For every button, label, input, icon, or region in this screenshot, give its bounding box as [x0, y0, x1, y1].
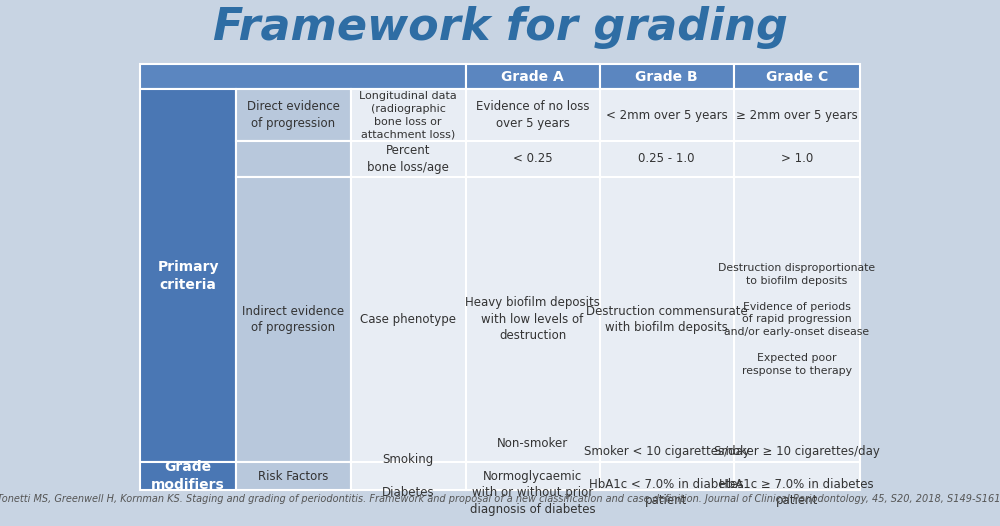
Polygon shape: [734, 462, 860, 490]
Text: Evidence of no loss
over 5 years: Evidence of no loss over 5 years: [476, 100, 589, 130]
Polygon shape: [140, 64, 466, 89]
Polygon shape: [734, 89, 860, 141]
Text: Indirect evidence
of progression: Indirect evidence of progression: [242, 305, 344, 334]
Polygon shape: [734, 64, 860, 89]
Text: < 0.25: < 0.25: [513, 153, 552, 165]
Polygon shape: [466, 177, 600, 462]
Polygon shape: [734, 177, 860, 462]
Text: Smoking

Diabetes: Smoking Diabetes: [382, 453, 434, 499]
Text: Longitudinal data
(radiographic
bone loss or
attachment loss): Longitudinal data (radiographic bone los…: [359, 91, 457, 139]
Text: Risk Factors: Risk Factors: [258, 470, 328, 483]
Text: Tonetti MS, Greenwell H, Kornman KS. Staging and grading of periodontitis. Frame: Tonetti MS, Greenwell H, Kornman KS. Sta…: [0, 494, 1000, 504]
Polygon shape: [236, 89, 351, 141]
Polygon shape: [600, 177, 734, 462]
Polygon shape: [600, 141, 734, 177]
Polygon shape: [351, 177, 466, 462]
Polygon shape: [466, 64, 600, 89]
Text: Grade C: Grade C: [766, 69, 828, 84]
Text: Case phenotype: Case phenotype: [360, 313, 456, 326]
Polygon shape: [236, 462, 351, 490]
Text: Destruction commensurate
with biofilm deposits: Destruction commensurate with biofilm de…: [586, 305, 747, 334]
Text: Smoker < 10 cigarettes/day

HbA1c < 7.0% in diabetes
patient: Smoker < 10 cigarettes/day HbA1c < 7.0% …: [584, 445, 749, 508]
Text: Direct evidence
of progression: Direct evidence of progression: [247, 100, 340, 130]
Text: 0.25 - 1.0: 0.25 - 1.0: [638, 153, 695, 165]
Polygon shape: [140, 89, 236, 462]
Text: Non-smoker

Normoglycaemic
with or without prior
diagnosis of diabetes: Non-smoker Normoglycaemic with or withou…: [470, 437, 595, 515]
Text: Primary
criteria: Primary criteria: [157, 260, 219, 291]
Text: Grade B: Grade B: [635, 69, 698, 84]
Polygon shape: [600, 462, 734, 490]
Text: < 2mm over 5 years: < 2mm over 5 years: [606, 109, 727, 122]
Text: Destruction disproportionate
to biofilm deposits

Evidence of periods
of rapid p: Destruction disproportionate to biofilm …: [718, 263, 875, 376]
Text: Smoker ≥ 10 cigarettes/day

HbA1c ≥ 7.0% in diabetes
patient: Smoker ≥ 10 cigarettes/day HbA1c ≥ 7.0% …: [714, 445, 880, 508]
Text: Grade A: Grade A: [501, 69, 564, 84]
Text: Grade
modifiers: Grade modifiers: [151, 460, 225, 492]
Polygon shape: [466, 89, 600, 141]
Polygon shape: [466, 462, 600, 490]
Text: ≥ 2mm over 5 years: ≥ 2mm over 5 years: [736, 109, 858, 122]
Polygon shape: [734, 141, 860, 177]
Polygon shape: [351, 141, 466, 177]
Text: Framework for grading: Framework for grading: [213, 6, 787, 49]
Polygon shape: [600, 64, 734, 89]
Text: > 1.0: > 1.0: [781, 153, 813, 165]
Polygon shape: [351, 462, 466, 490]
Polygon shape: [351, 89, 466, 141]
Text: Percent
bone loss/age: Percent bone loss/age: [367, 144, 449, 174]
Text: Heavy biofilm deposits
with low levels of
destruction: Heavy biofilm deposits with low levels o…: [465, 297, 600, 342]
Polygon shape: [140, 462, 236, 490]
Polygon shape: [466, 141, 600, 177]
Polygon shape: [236, 177, 351, 462]
Polygon shape: [236, 141, 351, 177]
Polygon shape: [600, 89, 734, 141]
